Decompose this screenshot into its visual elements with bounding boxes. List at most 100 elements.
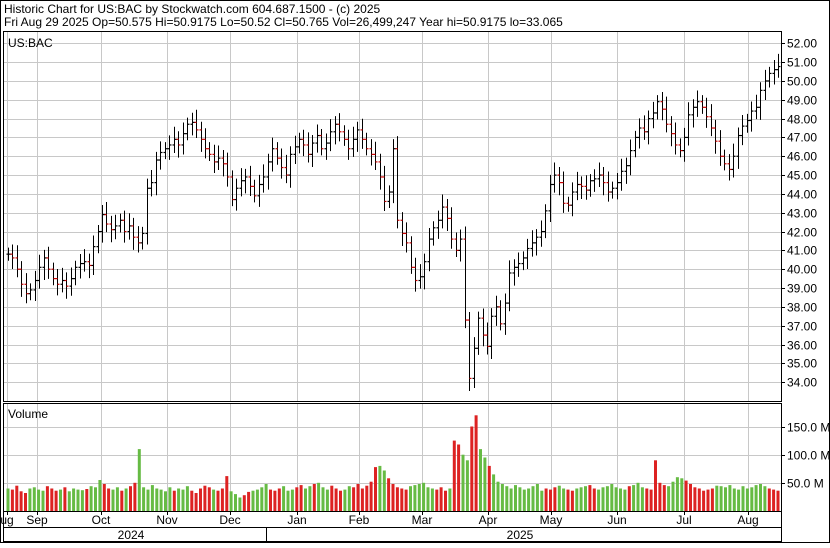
volume-bar — [129, 486, 132, 511]
ohlc-bar — [745, 113, 750, 133]
ohlc-bar — [10, 244, 15, 270]
volume-bar — [597, 489, 601, 511]
volume-bar — [264, 484, 268, 511]
price-tick-label: 52.00 — [787, 37, 817, 51]
volume-bar — [150, 485, 154, 511]
volume-bar — [343, 489, 347, 511]
ohlc-bar — [333, 116, 338, 145]
ohlc-bar — [422, 253, 427, 290]
ohlc-bar — [695, 90, 700, 117]
ohlc-bar — [355, 121, 360, 152]
volume-bar — [584, 486, 587, 511]
ohlc-bar — [378, 153, 383, 190]
ohlc-bar — [525, 238, 530, 270]
ohlc-bar — [127, 213, 132, 240]
price-tick-label: 46.00 — [787, 150, 817, 164]
ohlc-bar — [503, 293, 508, 335]
ohlc-bar — [763, 69, 768, 100]
ohlc-bar — [234, 178, 239, 211]
ohlc-bar — [176, 131, 181, 158]
volume-bar — [430, 488, 434, 511]
ohlc-bar — [445, 198, 450, 231]
volume-bar — [667, 486, 671, 511]
ohlc-bar — [736, 127, 741, 169]
ohlc-bar — [96, 224, 101, 254]
month-label: May — [540, 513, 563, 527]
volume-bar — [387, 478, 391, 511]
ohlc-bar — [660, 92, 665, 121]
volume-bar — [347, 486, 351, 511]
ohlc-bar — [655, 95, 660, 120]
volume-bar — [172, 490, 176, 511]
ohlc-bar — [548, 174, 553, 222]
ohlc-bar — [740, 115, 745, 146]
ohlc-bar — [749, 101, 754, 132]
volume-bar — [395, 487, 399, 511]
volume-bar — [382, 470, 386, 511]
volume-bar — [496, 481, 500, 511]
price-bars — [6, 53, 781, 392]
ohlc-bar — [722, 149, 727, 171]
year-label-2025: 2025 — [507, 528, 534, 542]
ohlc-bar — [731, 143, 736, 178]
ohlc-bar — [588, 174, 593, 197]
volume-bar — [754, 485, 758, 511]
price-tick-label: 40.00 — [787, 263, 817, 277]
month-label: Apr — [479, 513, 498, 527]
ohlc-bar — [552, 162, 557, 193]
ohlc-bar — [686, 102, 691, 146]
ohlc-bar — [172, 126, 177, 154]
volume-bar — [98, 480, 102, 511]
month-label: Feb — [349, 513, 370, 527]
ohlc-bar — [230, 170, 235, 207]
volume-bar — [317, 482, 321, 511]
volume-bar — [391, 484, 395, 511]
volume-bar — [365, 485, 369, 511]
volume-bar — [282, 486, 286, 511]
volume-bar — [527, 488, 531, 511]
ohlc-bar — [463, 226, 468, 329]
ohlc-bar — [472, 337, 477, 389]
ohlc-bar — [610, 181, 615, 199]
volume-bar — [535, 484, 539, 511]
ohlc-bar — [207, 142, 212, 161]
volume-bar — [67, 491, 71, 511]
volume-bar — [776, 490, 780, 511]
volume-bar — [115, 487, 119, 511]
ohlc-bar — [149, 169, 154, 197]
chart-header-line1: Historic Chart for US:BAC by Stockwatch.… — [4, 2, 380, 16]
volume-bar — [10, 489, 14, 511]
ohlc-bar — [373, 141, 378, 170]
ohlc-bar — [700, 95, 705, 114]
ohlc-bar — [601, 166, 606, 196]
volume-bar — [579, 487, 583, 511]
ohlc-bar — [579, 176, 584, 199]
volume-bar — [575, 488, 579, 511]
price-tick-label: 45.00 — [787, 169, 817, 183]
volume-bar — [544, 488, 548, 511]
ohlc-bar — [539, 220, 544, 247]
volume-bar — [164, 491, 167, 511]
volume-bar — [216, 490, 220, 511]
volume-bar — [531, 486, 535, 511]
ohlc-bar — [351, 126, 356, 157]
volume-bar — [697, 488, 701, 511]
volume-bar — [470, 426, 474, 511]
volume-bar — [693, 487, 697, 511]
volume-bar — [710, 488, 714, 511]
volume-bar — [759, 484, 762, 511]
ohlc-bar — [637, 118, 642, 149]
ohlc-bar — [449, 207, 454, 249]
volume-bar — [124, 488, 128, 511]
month-axis — [3, 511, 782, 528]
ohlc-bar — [467, 311, 472, 392]
price-tick-label: 37.00 — [787, 320, 817, 334]
volume-bar — [199, 488, 202, 511]
ohlc-bar — [570, 182, 575, 217]
volume-bar — [247, 491, 251, 511]
volume-bar — [632, 485, 636, 511]
volume-bar — [404, 489, 408, 511]
volume-bar — [37, 489, 41, 511]
volume-bar — [102, 484, 106, 511]
